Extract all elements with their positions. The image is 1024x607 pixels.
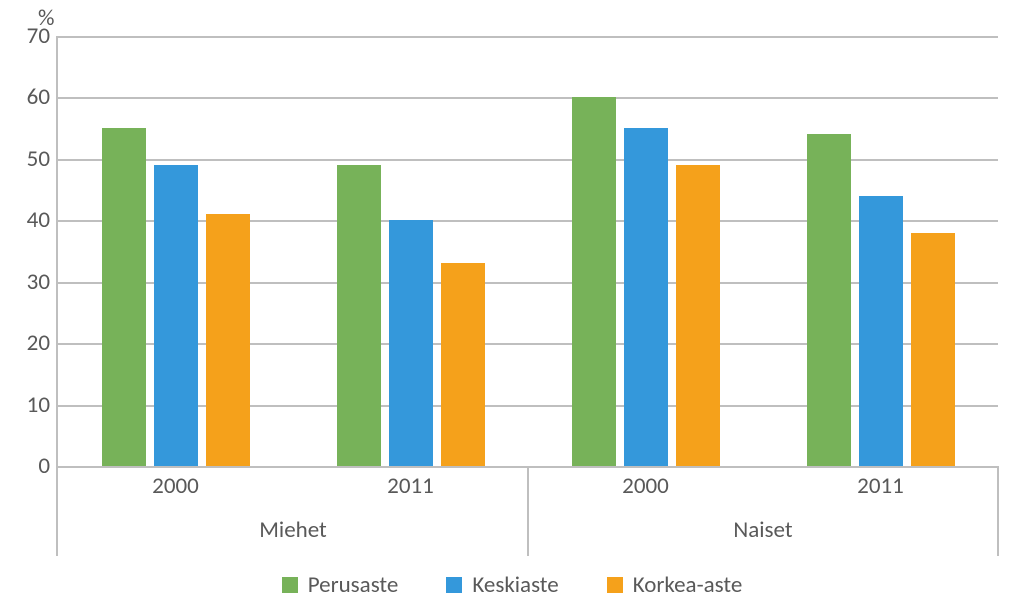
gridline [58, 36, 998, 38]
bar-perusaste [337, 165, 381, 466]
y-tick-label: 50 [10, 145, 50, 173]
y-tick-label: 20 [10, 329, 50, 357]
legend-item-perusaste: Perusaste [282, 571, 399, 599]
group-separator [527, 466, 529, 556]
legend-label: Perusaste [308, 571, 399, 599]
gridline [58, 405, 998, 407]
y-tick-label: 30 [10, 268, 50, 296]
bar-keskiaste [624, 128, 668, 466]
gridline [58, 97, 998, 99]
gridline [58, 159, 998, 161]
x-tick-label: 2011 [857, 472, 904, 500]
legend-item-keskiaste: Keskiaste [446, 571, 558, 599]
bar-korkea_aste [911, 233, 955, 466]
legend-swatch [446, 577, 462, 593]
legend-item-korkea_aste: Korkea-aste [607, 571, 743, 599]
bar-keskiaste [389, 220, 433, 466]
x-tick-label: 2000 [622, 472, 669, 500]
gridline [58, 343, 998, 345]
group-separator [56, 466, 58, 556]
gridline [58, 220, 998, 222]
bar-keskiaste [859, 196, 903, 466]
gridline [58, 282, 998, 284]
y-tick-label: 10 [10, 391, 50, 419]
bar-korkea_aste [206, 214, 250, 466]
bar-korkea_aste [441, 263, 485, 466]
legend-label: Keskiaste [472, 571, 558, 599]
bar-perusaste [572, 97, 616, 466]
y-tick-label: 0 [10, 452, 50, 480]
group-label: Naiset [733, 516, 792, 544]
bar-keskiaste [154, 165, 198, 466]
legend-swatch [607, 577, 623, 593]
bar-perusaste [807, 134, 851, 466]
legend-swatch [282, 577, 298, 593]
chart-container: % 01020304050607020002011Miehet20002011N… [0, 0, 1024, 607]
y-tick-label: 70 [10, 22, 50, 50]
x-tick-label: 2000 [152, 472, 199, 500]
legend-label: Korkea-aste [633, 571, 743, 599]
y-tick-label: 40 [10, 206, 50, 234]
bar-perusaste [102, 128, 146, 466]
plot-area: 01020304050607020002011Miehet20002011Nai… [56, 36, 998, 468]
group-separator [997, 466, 999, 556]
y-tick-label: 60 [10, 83, 50, 111]
group-label: Miehet [259, 516, 327, 544]
bar-korkea_aste [676, 165, 720, 466]
x-tick-label: 2011 [387, 472, 434, 500]
legend: Perusaste Keskiaste Korkea-aste [0, 571, 1024, 599]
